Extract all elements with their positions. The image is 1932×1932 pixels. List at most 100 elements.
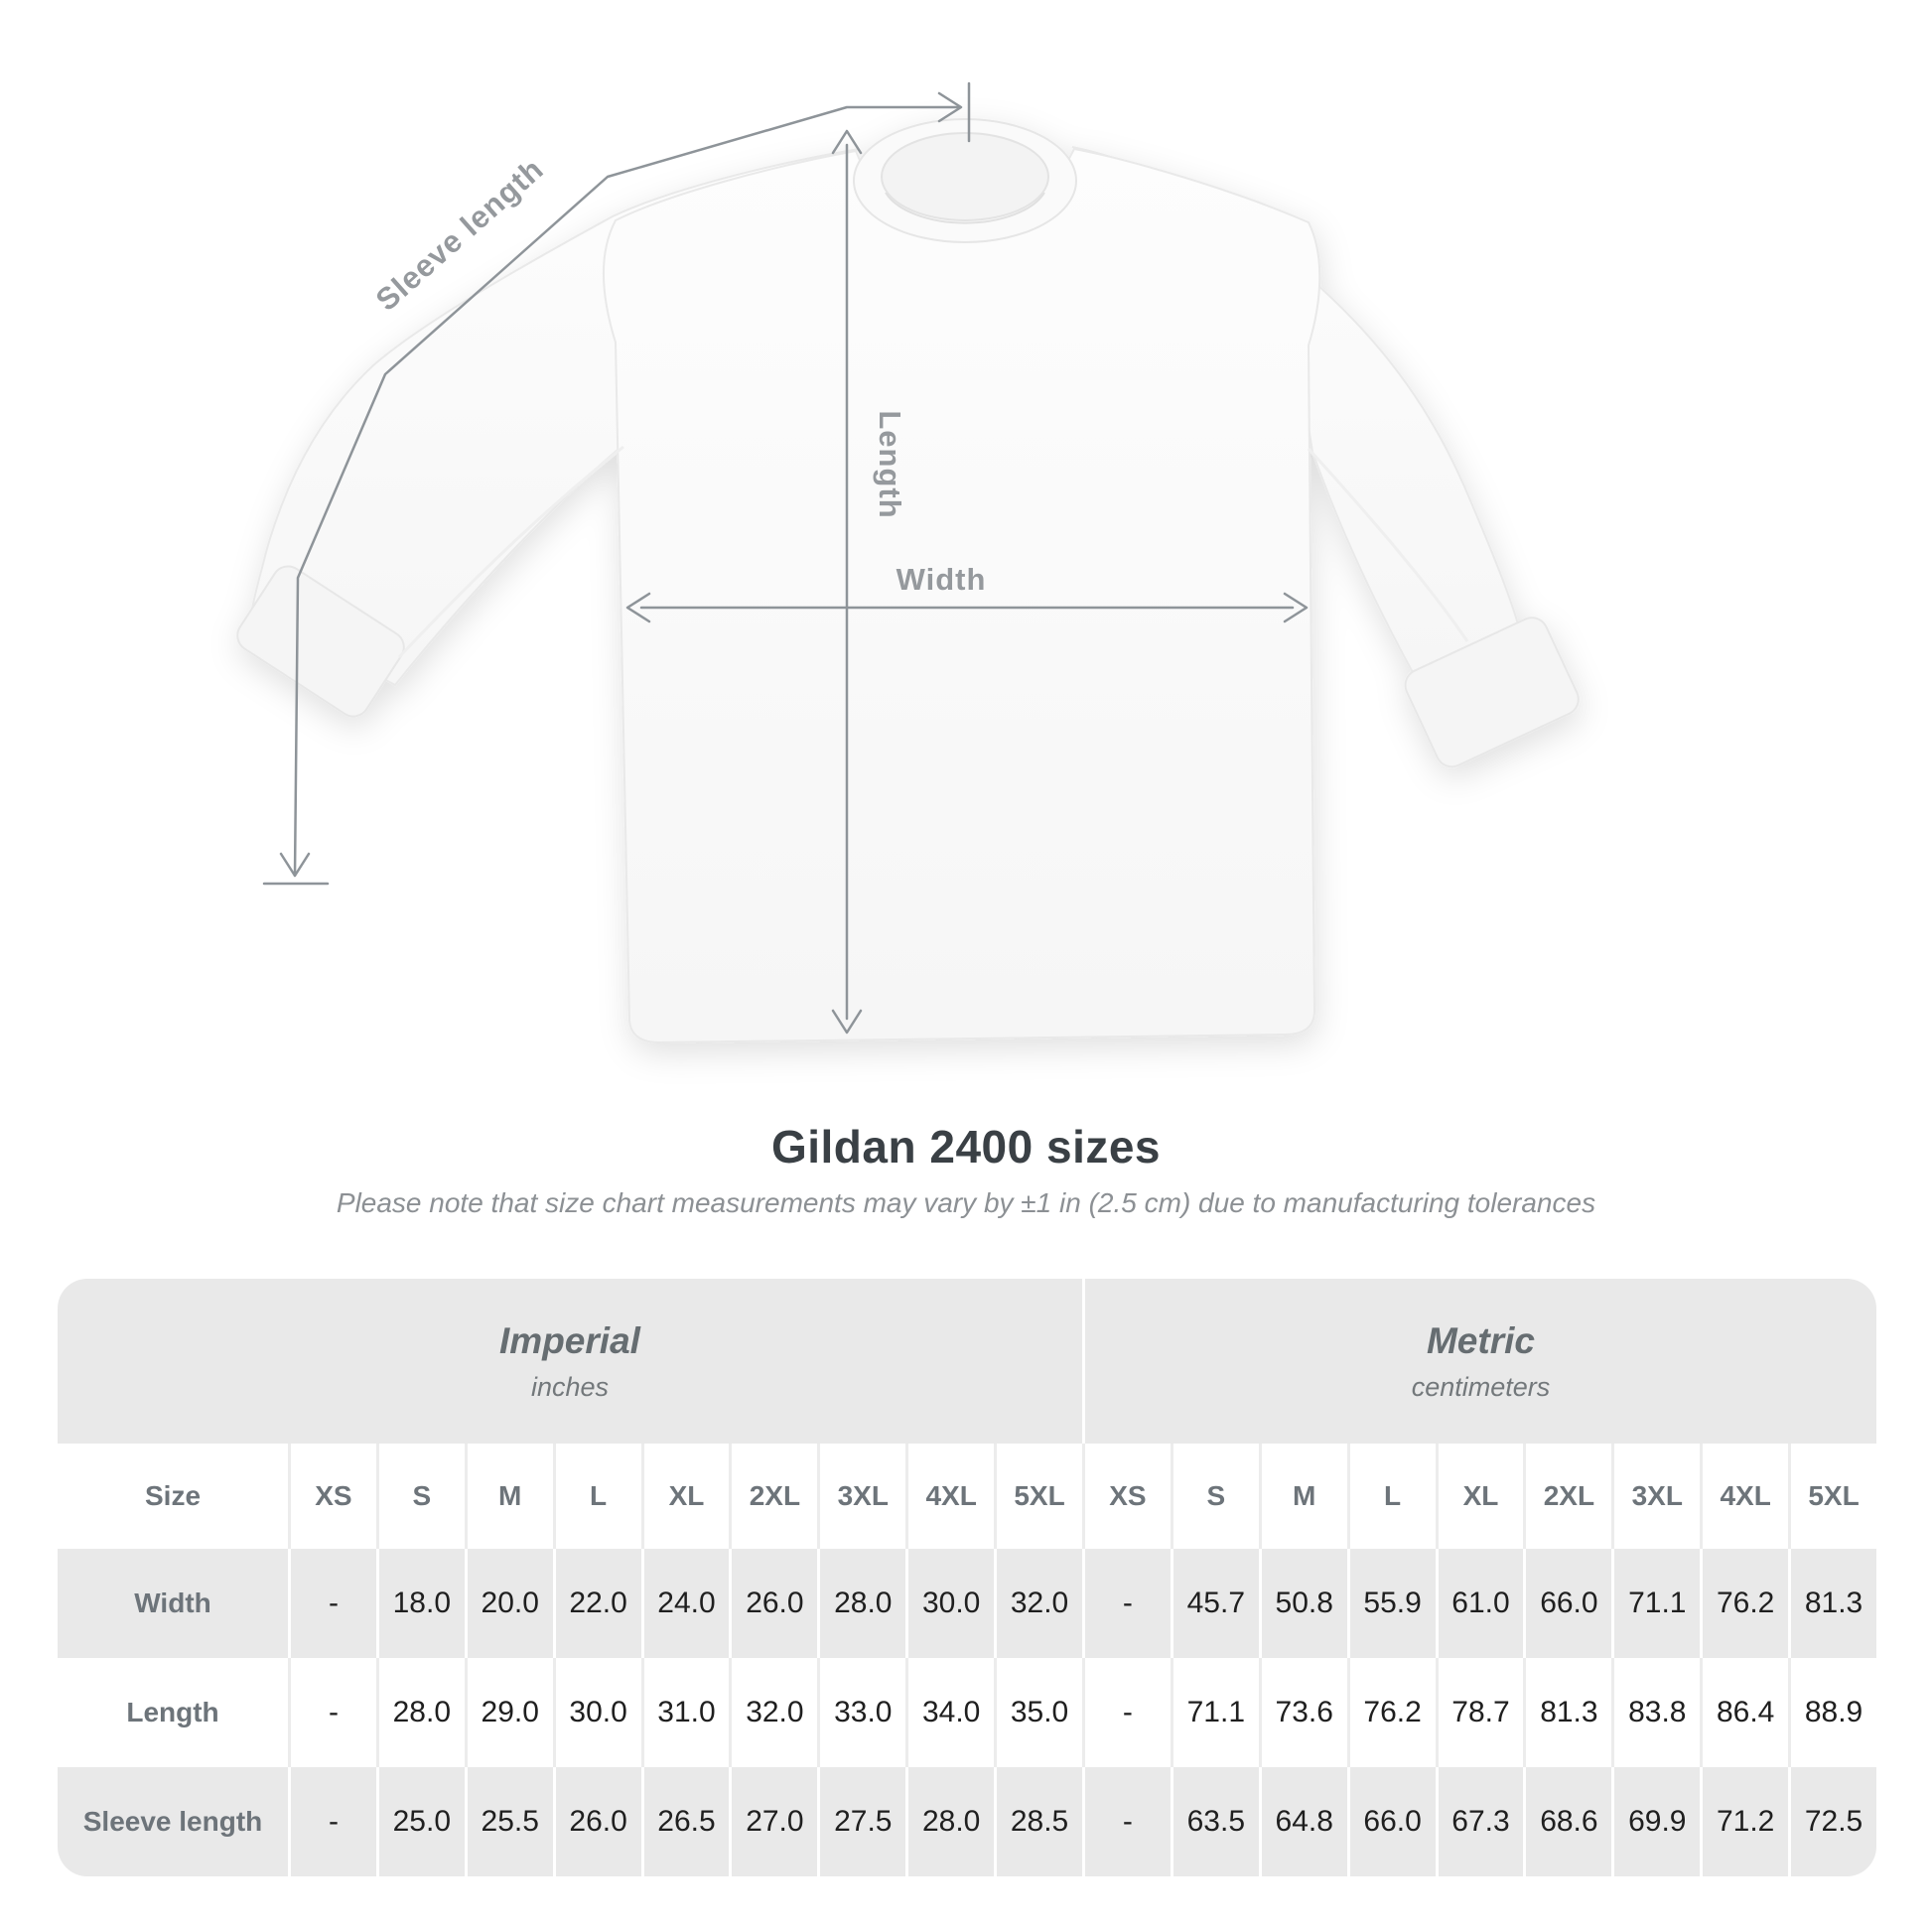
size-header-2xl: 2XL — [1523, 1444, 1611, 1549]
arrow-down-icon — [831, 1009, 863, 1035]
size-header-3xl: 3XL — [1611, 1444, 1700, 1549]
metric-band-subtitle: centimeters — [1411, 1371, 1551, 1402]
imperial-band: Imperial inches — [58, 1279, 1082, 1444]
value-cell: 25.0 — [375, 1767, 465, 1876]
size-table-grid: Imperial inches Metric centimeters Size X… — [58, 1279, 1876, 1876]
shirt-graphic — [236, 118, 1580, 1044]
size-header-xs: XS — [1081, 1444, 1171, 1549]
value-cell: 27.5 — [817, 1767, 906, 1876]
row-label: Length — [126, 1697, 219, 1727]
value-cell: 64.8 — [1258, 1767, 1347, 1876]
value-cell: 69.9 — [1611, 1767, 1701, 1876]
value-cell: 81.3 — [1523, 1658, 1611, 1767]
tolerance-note: Please note that size chart measurements… — [336, 1187, 1596, 1218]
value-cell: 31.0 — [640, 1658, 730, 1767]
sleeve-length-line — [262, 81, 971, 886]
value-cell: 18.0 — [375, 1549, 465, 1658]
value-cell: 81.3 — [1788, 1549, 1876, 1658]
size-header-m: M — [1258, 1444, 1347, 1549]
value-cell: 28.0 — [905, 1767, 995, 1876]
value-cell: 76.2 — [1700, 1549, 1789, 1658]
size-column-header: Size — [144, 1480, 202, 1511]
shirt-right-cuff — [1404, 617, 1580, 768]
size-header-2xl: 2XL — [729, 1444, 817, 1549]
value-cell: 30.0 — [905, 1549, 995, 1658]
value-cell: 28.0 — [375, 1658, 465, 1767]
length-label: Length — [873, 410, 907, 518]
metric-band: Metric centimeters — [1081, 1279, 1876, 1444]
value-cell: 73.6 — [1258, 1658, 1347, 1767]
value-cell: 55.9 — [1346, 1549, 1436, 1658]
metric-band-title: Metric — [1426, 1319, 1535, 1361]
value-cell: - — [1081, 1767, 1171, 1876]
value-cell: 35.0 — [994, 1658, 1082, 1767]
value-cell: 67.3 — [1435, 1767, 1524, 1876]
value-cell: 66.0 — [1523, 1549, 1612, 1658]
value-cell: 45.7 — [1170, 1549, 1259, 1658]
value-cell: - — [288, 1549, 376, 1658]
value-cell: 34.0 — [905, 1658, 994, 1767]
value-cell: 25.5 — [464, 1767, 553, 1876]
value-cell: 72.5 — [1788, 1767, 1876, 1876]
value-cell: 26.5 — [640, 1767, 730, 1876]
value-cell: 78.7 — [1435, 1658, 1524, 1767]
shirt-left-cuff — [236, 565, 405, 718]
size-header-3xl: 3XL — [817, 1444, 905, 1549]
shirt-right-sleeve-seam — [1307, 447, 1469, 642]
value-cell: 71.1 — [1170, 1658, 1259, 1767]
size-header-xl: XL — [640, 1444, 730, 1549]
size-header-5xl: 5XL — [1788, 1444, 1876, 1549]
imperial-band-subtitle: inches — [530, 1371, 610, 1402]
value-cell: 50.8 — [1258, 1549, 1347, 1658]
value-cell: 86.4 — [1700, 1658, 1788, 1767]
shirt-left-sleeve-seam — [397, 445, 624, 659]
size-header-s: S — [375, 1444, 465, 1549]
measurement-annotations — [262, 81, 1309, 1035]
value-cell: 83.8 — [1611, 1658, 1700, 1767]
value-cell: - — [1081, 1549, 1171, 1658]
size-header-m: M — [464, 1444, 553, 1549]
value-cell: 71.1 — [1611, 1549, 1701, 1658]
value-cell: 22.0 — [552, 1549, 641, 1658]
value-cell: 33.0 — [817, 1658, 905, 1767]
value-cell: 32.0 — [994, 1549, 1082, 1658]
value-cell: - — [288, 1658, 376, 1767]
width-label: Width — [897, 562, 987, 597]
value-cell: 29.0 — [464, 1658, 553, 1767]
shirt-diagram: Sleeve length Length Width — [236, 81, 1580, 1044]
arrow-right-icon — [1283, 592, 1309, 623]
value-cell: 26.0 — [552, 1767, 641, 1876]
value-cell: 76.2 — [1346, 1658, 1436, 1767]
value-cell: 26.0 — [729, 1549, 818, 1658]
size-header-xs: XS — [288, 1444, 376, 1549]
size-header-l: L — [1346, 1444, 1436, 1549]
size-header-l: L — [552, 1444, 641, 1549]
shirt-collar-inner — [881, 132, 1049, 221]
value-cell: 27.0 — [729, 1767, 818, 1876]
page-title: Gildan 2400 sizes — [770, 1121, 1162, 1173]
arrow-left-icon — [625, 592, 651, 623]
size-header-4xl: 4XL — [905, 1444, 994, 1549]
value-cell: 24.0 — [640, 1549, 730, 1658]
size-table: Imperial inches Metric centimeters Size X… — [58, 1279, 1876, 1876]
size-header-4xl: 4XL — [1700, 1444, 1788, 1549]
size-header-xl: XL — [1435, 1444, 1524, 1549]
width-line — [625, 592, 1309, 623]
value-cell: 68.6 — [1523, 1767, 1612, 1876]
arrow-right-icon — [937, 91, 963, 123]
value-cell: 61.0 — [1435, 1549, 1524, 1658]
value-cell: 32.0 — [729, 1658, 817, 1767]
length-line — [831, 129, 863, 1035]
imperial-band-title: Imperial — [499, 1319, 640, 1361]
value-cell: 30.0 — [552, 1658, 641, 1767]
value-cell: 28.5 — [994, 1767, 1082, 1876]
size-header-s: S — [1170, 1444, 1259, 1549]
arrow-up-icon — [831, 129, 863, 155]
value-cell: 71.2 — [1700, 1767, 1789, 1876]
value-cell: - — [1081, 1658, 1171, 1767]
shirt-collar-seam — [885, 192, 1045, 224]
row-label: Sleeve length — [58, 1767, 288, 1876]
arrow-down-icon — [279, 852, 311, 878]
value-cell: 88.9 — [1788, 1658, 1876, 1767]
